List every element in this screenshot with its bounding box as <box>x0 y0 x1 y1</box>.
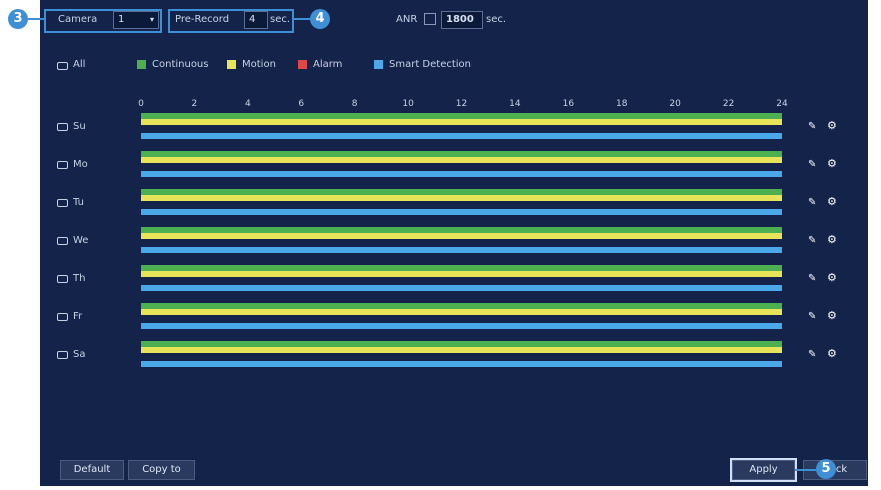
hour-label: 12 <box>455 99 468 109</box>
apply-button[interactable]: Apply <box>732 460 795 480</box>
settings-icon[interactable]: ⚙ <box>827 347 837 360</box>
camera-select[interactable]: 1 ▾ <box>113 11 159 29</box>
edit-icon[interactable]: ✎ <box>808 273 817 284</box>
callout: 5 <box>816 459 836 479</box>
hour-label: 16 <box>562 99 575 109</box>
camera-label: Camera <box>58 14 98 25</box>
continuous-bar <box>141 303 782 309</box>
legend-label: Alarm <box>313 59 343 70</box>
all-checkbox[interactable] <box>57 62 68 70</box>
day-label: Fr <box>73 311 83 322</box>
motion-bar <box>141 195 782 201</box>
hour-label: 6 <box>298 99 305 109</box>
callout: 3 <box>8 9 28 29</box>
legend-swatch <box>298 60 307 69</box>
smart-detection-bar <box>141 285 782 291</box>
motion-bar <box>141 309 782 315</box>
continuous-bar <box>141 341 782 347</box>
legend-swatch <box>137 60 146 69</box>
legend-swatch <box>374 60 383 69</box>
hour-label: 0 <box>138 99 144 109</box>
day-checkbox[interactable] <box>57 199 68 207</box>
edit-icon[interactable]: ✎ <box>808 159 817 170</box>
continuous-bar <box>141 113 782 119</box>
smart-detection-bar <box>141 323 782 329</box>
day-label: Su <box>73 121 86 132</box>
hour-label: 8 <box>351 99 358 109</box>
anr-label: ANR <box>396 14 418 25</box>
pre-record-value: 4 <box>249 14 256 25</box>
hour-label: 24 <box>776 99 788 109</box>
callout: 4 <box>310 9 330 29</box>
hour-label: 20 <box>669 99 681 109</box>
smart-detection-bar <box>141 171 782 177</box>
continuous-bar <box>141 265 782 271</box>
smart-detection-bar <box>141 361 782 367</box>
pre-record-input[interactable]: 4 <box>244 11 268 29</box>
motion-bar <box>141 233 782 239</box>
smart-detection-bar <box>141 247 782 253</box>
pre-record-label: Pre-Record <box>175 14 230 25</box>
motion-bar <box>141 271 782 277</box>
all-label: All <box>73 59 86 70</box>
day-label: Tu <box>73 197 84 208</box>
day-label: Sa <box>73 349 86 360</box>
legend-label: Smart Detection <box>389 59 472 70</box>
edit-icon[interactable]: ✎ <box>808 349 817 360</box>
copy-to-button[interactable]: Copy to <box>128 460 195 480</box>
continuous-bar <box>141 151 782 157</box>
day-checkbox[interactable] <box>57 123 68 131</box>
record-schedule-panel <box>40 0 868 486</box>
default-button[interactable]: Default <box>60 460 124 480</box>
continuous-bar <box>141 189 782 195</box>
settings-icon[interactable]: ⚙ <box>827 271 837 284</box>
legend-label: Continuous <box>152 59 209 70</box>
settings-icon[interactable]: ⚙ <box>827 309 837 322</box>
hour-label: 18 <box>616 99 628 109</box>
day-label: We <box>73 235 89 246</box>
day-label: Mo <box>73 159 88 170</box>
anr-unit: sec. <box>486 14 507 25</box>
motion-bar <box>141 119 782 125</box>
hour-label: 4 <box>244 99 251 109</box>
highlight-frame <box>168 9 294 33</box>
day-checkbox[interactable] <box>57 351 68 359</box>
settings-icon[interactable]: ⚙ <box>827 195 837 208</box>
pre-record-unit: sec. <box>270 14 291 25</box>
day-checkbox[interactable] <box>57 161 68 169</box>
edit-icon[interactable]: ✎ <box>808 197 817 208</box>
continuous-bar <box>141 227 782 233</box>
hour-label: 22 <box>722 99 735 109</box>
camera-value: 1 <box>118 14 125 25</box>
smart-detection-bar <box>141 209 782 215</box>
callout-line <box>795 469 817 471</box>
edit-icon[interactable]: ✎ <box>808 121 817 132</box>
day-checkbox[interactable] <box>57 237 68 245</box>
edit-icon[interactable]: ✎ <box>808 235 817 246</box>
edit-icon[interactable]: ✎ <box>808 311 817 322</box>
smart-detection-bar <box>141 133 782 139</box>
legend-swatch <box>227 60 236 69</box>
hour-label: 10 <box>402 99 414 109</box>
callout-line <box>28 18 44 20</box>
anr-input[interactable]: 1800 <box>441 11 483 29</box>
anr-checkbox[interactable] <box>424 13 436 25</box>
day-checkbox[interactable] <box>57 313 68 321</box>
settings-icon[interactable]: ⚙ <box>827 157 837 170</box>
highlight-frame <box>44 9 162 33</box>
motion-bar <box>141 347 782 353</box>
motion-bar <box>141 157 782 163</box>
hour-label: 2 <box>191 99 198 109</box>
dropdown-arrow: ▾ <box>149 15 154 24</box>
settings-icon[interactable]: ⚙ <box>827 233 837 246</box>
day-label: Th <box>73 273 86 284</box>
settings-icon[interactable]: ⚙ <box>827 119 837 132</box>
callout-line <box>292 18 310 20</box>
day-checkbox[interactable] <box>57 275 68 283</box>
anr-value: 1800 <box>446 14 474 25</box>
hour-label: 14 <box>509 99 521 109</box>
legend-label: Motion <box>242 59 276 70</box>
